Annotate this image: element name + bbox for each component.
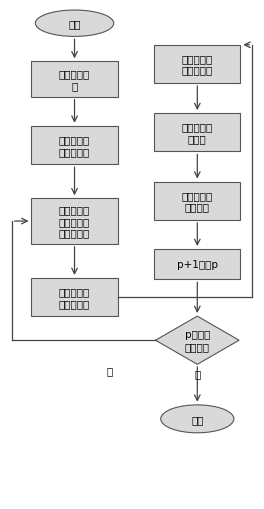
Text: 输入模型文
件: 输入模型文 件 (59, 69, 90, 91)
Text: 初始化参数
和设置参数: 初始化参数 和设置参数 (59, 135, 90, 156)
FancyBboxPatch shape (154, 114, 241, 152)
FancyBboxPatch shape (31, 199, 118, 244)
Text: 是: 是 (194, 369, 200, 379)
Text: 添加场源，
更新计算磁
场分量系数: 添加场源， 更新计算磁 场分量系数 (59, 205, 90, 238)
Text: 否: 否 (107, 366, 113, 376)
FancyBboxPatch shape (31, 278, 118, 317)
Ellipse shape (35, 11, 114, 37)
Text: 结束: 结束 (191, 414, 204, 424)
FancyBboxPatch shape (31, 62, 118, 98)
Text: p+1赋给p: p+1赋给p (177, 260, 218, 270)
Ellipse shape (161, 405, 234, 433)
Polygon shape (155, 317, 239, 364)
FancyBboxPatch shape (154, 182, 241, 220)
Text: 开始: 开始 (68, 19, 81, 29)
Text: 更新计算辅
助变量: 更新计算辅 助变量 (182, 122, 213, 144)
Text: 更新计算电
磁场分量: 更新计算电 磁场分量 (182, 190, 213, 212)
Text: p是否达
到预设值: p是否达 到预设值 (185, 330, 210, 351)
FancyBboxPatch shape (31, 127, 118, 164)
Text: 更新计算电
场分量系数: 更新计算电 场分量系数 (59, 287, 90, 308)
Text: 更新计算中
间变量系数: 更新计算中 间变量系数 (182, 54, 213, 75)
FancyBboxPatch shape (154, 249, 241, 280)
FancyBboxPatch shape (154, 46, 241, 83)
